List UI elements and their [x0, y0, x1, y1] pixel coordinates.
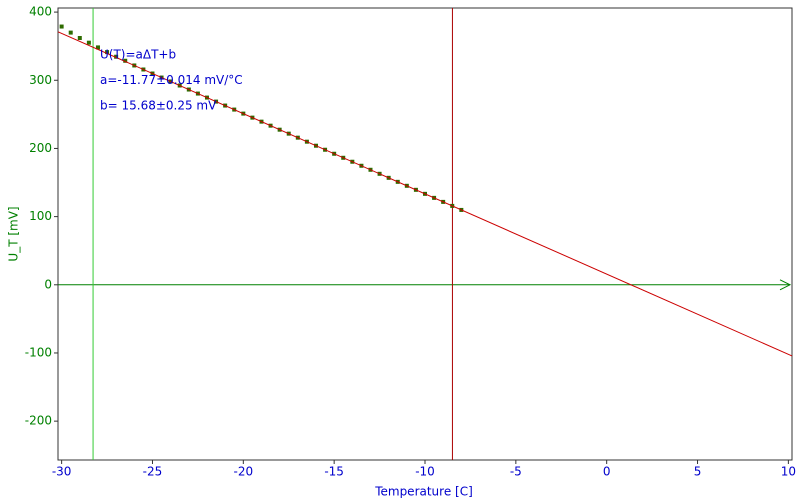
- data-point: [86, 40, 91, 45]
- x-tick-label: 10: [781, 465, 796, 479]
- fit-line: [57, 31, 793, 357]
- y-tick-label: -200: [25, 414, 52, 428]
- y-tick-label: 200: [29, 141, 52, 155]
- x-tick-label: -30: [52, 465, 72, 479]
- x-tick-label: -5: [510, 465, 522, 479]
- x-tick-label: -25: [143, 465, 163, 479]
- data-point: [95, 45, 100, 50]
- data-point: [123, 58, 128, 63]
- fit-annotation: a=-11.77±0.014 mV/°C: [100, 73, 243, 87]
- fit-annotation: U(T)=aΔT+b: [100, 48, 176, 62]
- x-tick-label: 0: [603, 465, 611, 479]
- data-point: [59, 24, 64, 29]
- y-axis-label: U_T [mV]: [7, 206, 21, 261]
- y-tick-label: 400: [29, 5, 52, 19]
- data-point: [105, 50, 110, 55]
- y-tick-label: 300: [29, 73, 52, 87]
- zero-axis-arrow: [779, 279, 792, 291]
- x-tick-label: -20: [234, 465, 254, 479]
- x-tick-label: 5: [694, 465, 702, 479]
- y-tick-label: -100: [25, 345, 52, 359]
- x-tick-label: -15: [324, 465, 344, 479]
- x-axis-label: Temperature [C]: [374, 485, 473, 499]
- x-tick-label: -10: [415, 465, 435, 479]
- data-point: [114, 54, 119, 59]
- y-tick-label: 0: [44, 277, 52, 291]
- fit-annotation: b= 15.68±0.25 mV: [100, 99, 217, 113]
- y-tick-label: 100: [29, 209, 52, 223]
- data-point: [68, 30, 73, 35]
- data-point: [77, 35, 82, 40]
